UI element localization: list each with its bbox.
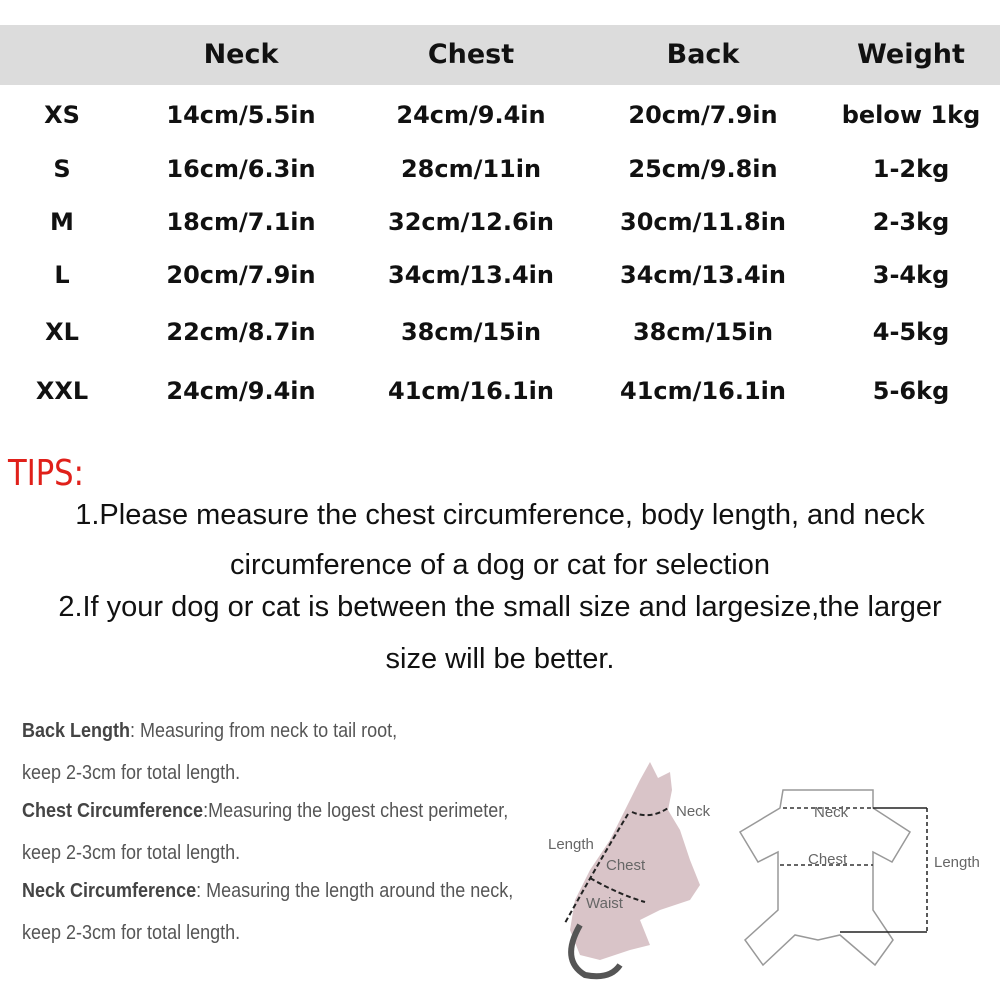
size-label: S <box>53 154 71 183</box>
definition-cont: keep 2-3cm for total length. <box>22 922 241 944</box>
cat-label-chest: Chest <box>606 857 646 874</box>
garment-label-chest: Chest <box>808 851 848 868</box>
cat-label-length: Length <box>548 836 594 853</box>
table-cell: 16cm/6.3in <box>166 154 316 183</box>
table-cell: 34cm/13.4in <box>620 260 786 289</box>
definition-back-length: Back Length: Measuring from neck to tail… <box>22 720 398 742</box>
table-cell: 41cm/16.1in <box>620 376 786 405</box>
table-header-band <box>0 25 1000 85</box>
size-label: XS <box>44 100 80 129</box>
table-cell: 22cm/8.7in <box>166 317 316 346</box>
cat-illustration <box>564 762 700 980</box>
column-header: Neck <box>203 39 279 71</box>
table-cell: 20cm/7.9in <box>166 260 316 289</box>
table-cell: 2-3kg <box>872 207 950 236</box>
table-cell: 3-4kg <box>872 260 950 289</box>
tip-line: 2.If your dog or cat is between the smal… <box>58 591 942 623</box>
definition-cont: keep 2-3cm for total length. <box>22 842 241 864</box>
size-label: XL <box>45 317 79 346</box>
tip-row: circumference of a dog or cat for select… <box>0 549 1000 582</box>
definition-neck: Neck Circumference: Measuring the length… <box>22 880 514 902</box>
table-cell: 38cm/15in <box>400 317 542 346</box>
tip-line: size will be better. <box>385 643 615 675</box>
tip-row: 1.Please measure the chest circumference… <box>0 499 1000 532</box>
table-cell: 34cm/13.4in <box>388 260 554 289</box>
tips-title: TIPS: <box>8 453 84 494</box>
column-header: Weight <box>857 39 965 71</box>
table-cell: 5-6kg <box>872 376 950 405</box>
measurement-diagram <box>564 762 928 980</box>
table-cell: 4-5kg <box>872 317 950 346</box>
table-cell: 14cm/5.5in <box>166 100 316 129</box>
table-cell: 1-2kg <box>872 154 950 183</box>
size-label: L <box>54 260 70 289</box>
tip-line: 1.Please measure the chest circumference… <box>75 499 925 531</box>
table-cell: 32cm/12.6in <box>388 207 554 236</box>
table-cell: below 1kg <box>841 100 981 129</box>
garment-label-neck: Neck <box>814 804 849 821</box>
table-cell: 28cm/11in <box>400 154 542 183</box>
table-cell: 24cm/9.4in <box>166 376 316 405</box>
definition-cont: keep 2-3cm for total length. <box>22 762 241 784</box>
table-cell: 18cm/7.1in <box>166 207 316 236</box>
size-label: XXL <box>35 376 89 405</box>
definition-chest: Chest Circumference:Measuring the logest… <box>22 800 509 822</box>
tip-row: size will be better. <box>0 643 1000 676</box>
table-cell: 25cm/9.8in <box>628 154 778 183</box>
tip-row: 2.If your dog or cat is between the smal… <box>0 591 1000 624</box>
table-cell: 30cm/11.8in <box>620 207 786 236</box>
garment-label-length: Length <box>934 854 980 871</box>
column-header: Chest <box>427 39 515 71</box>
table-cell: 20cm/7.9in <box>628 100 778 129</box>
column-header: Back <box>666 39 740 71</box>
cat-label-waist: Waist <box>586 895 623 912</box>
size-label: M <box>50 207 74 236</box>
tip-line: circumference of a dog or cat for select… <box>230 549 770 581</box>
garment-illustration <box>738 789 928 967</box>
table-cell: 38cm/15in <box>632 317 774 346</box>
table-cell: 41cm/16.1in <box>388 376 554 405</box>
table-cell: 24cm/9.4in <box>396 100 546 129</box>
cat-label-neck: Neck <box>676 803 711 820</box>
